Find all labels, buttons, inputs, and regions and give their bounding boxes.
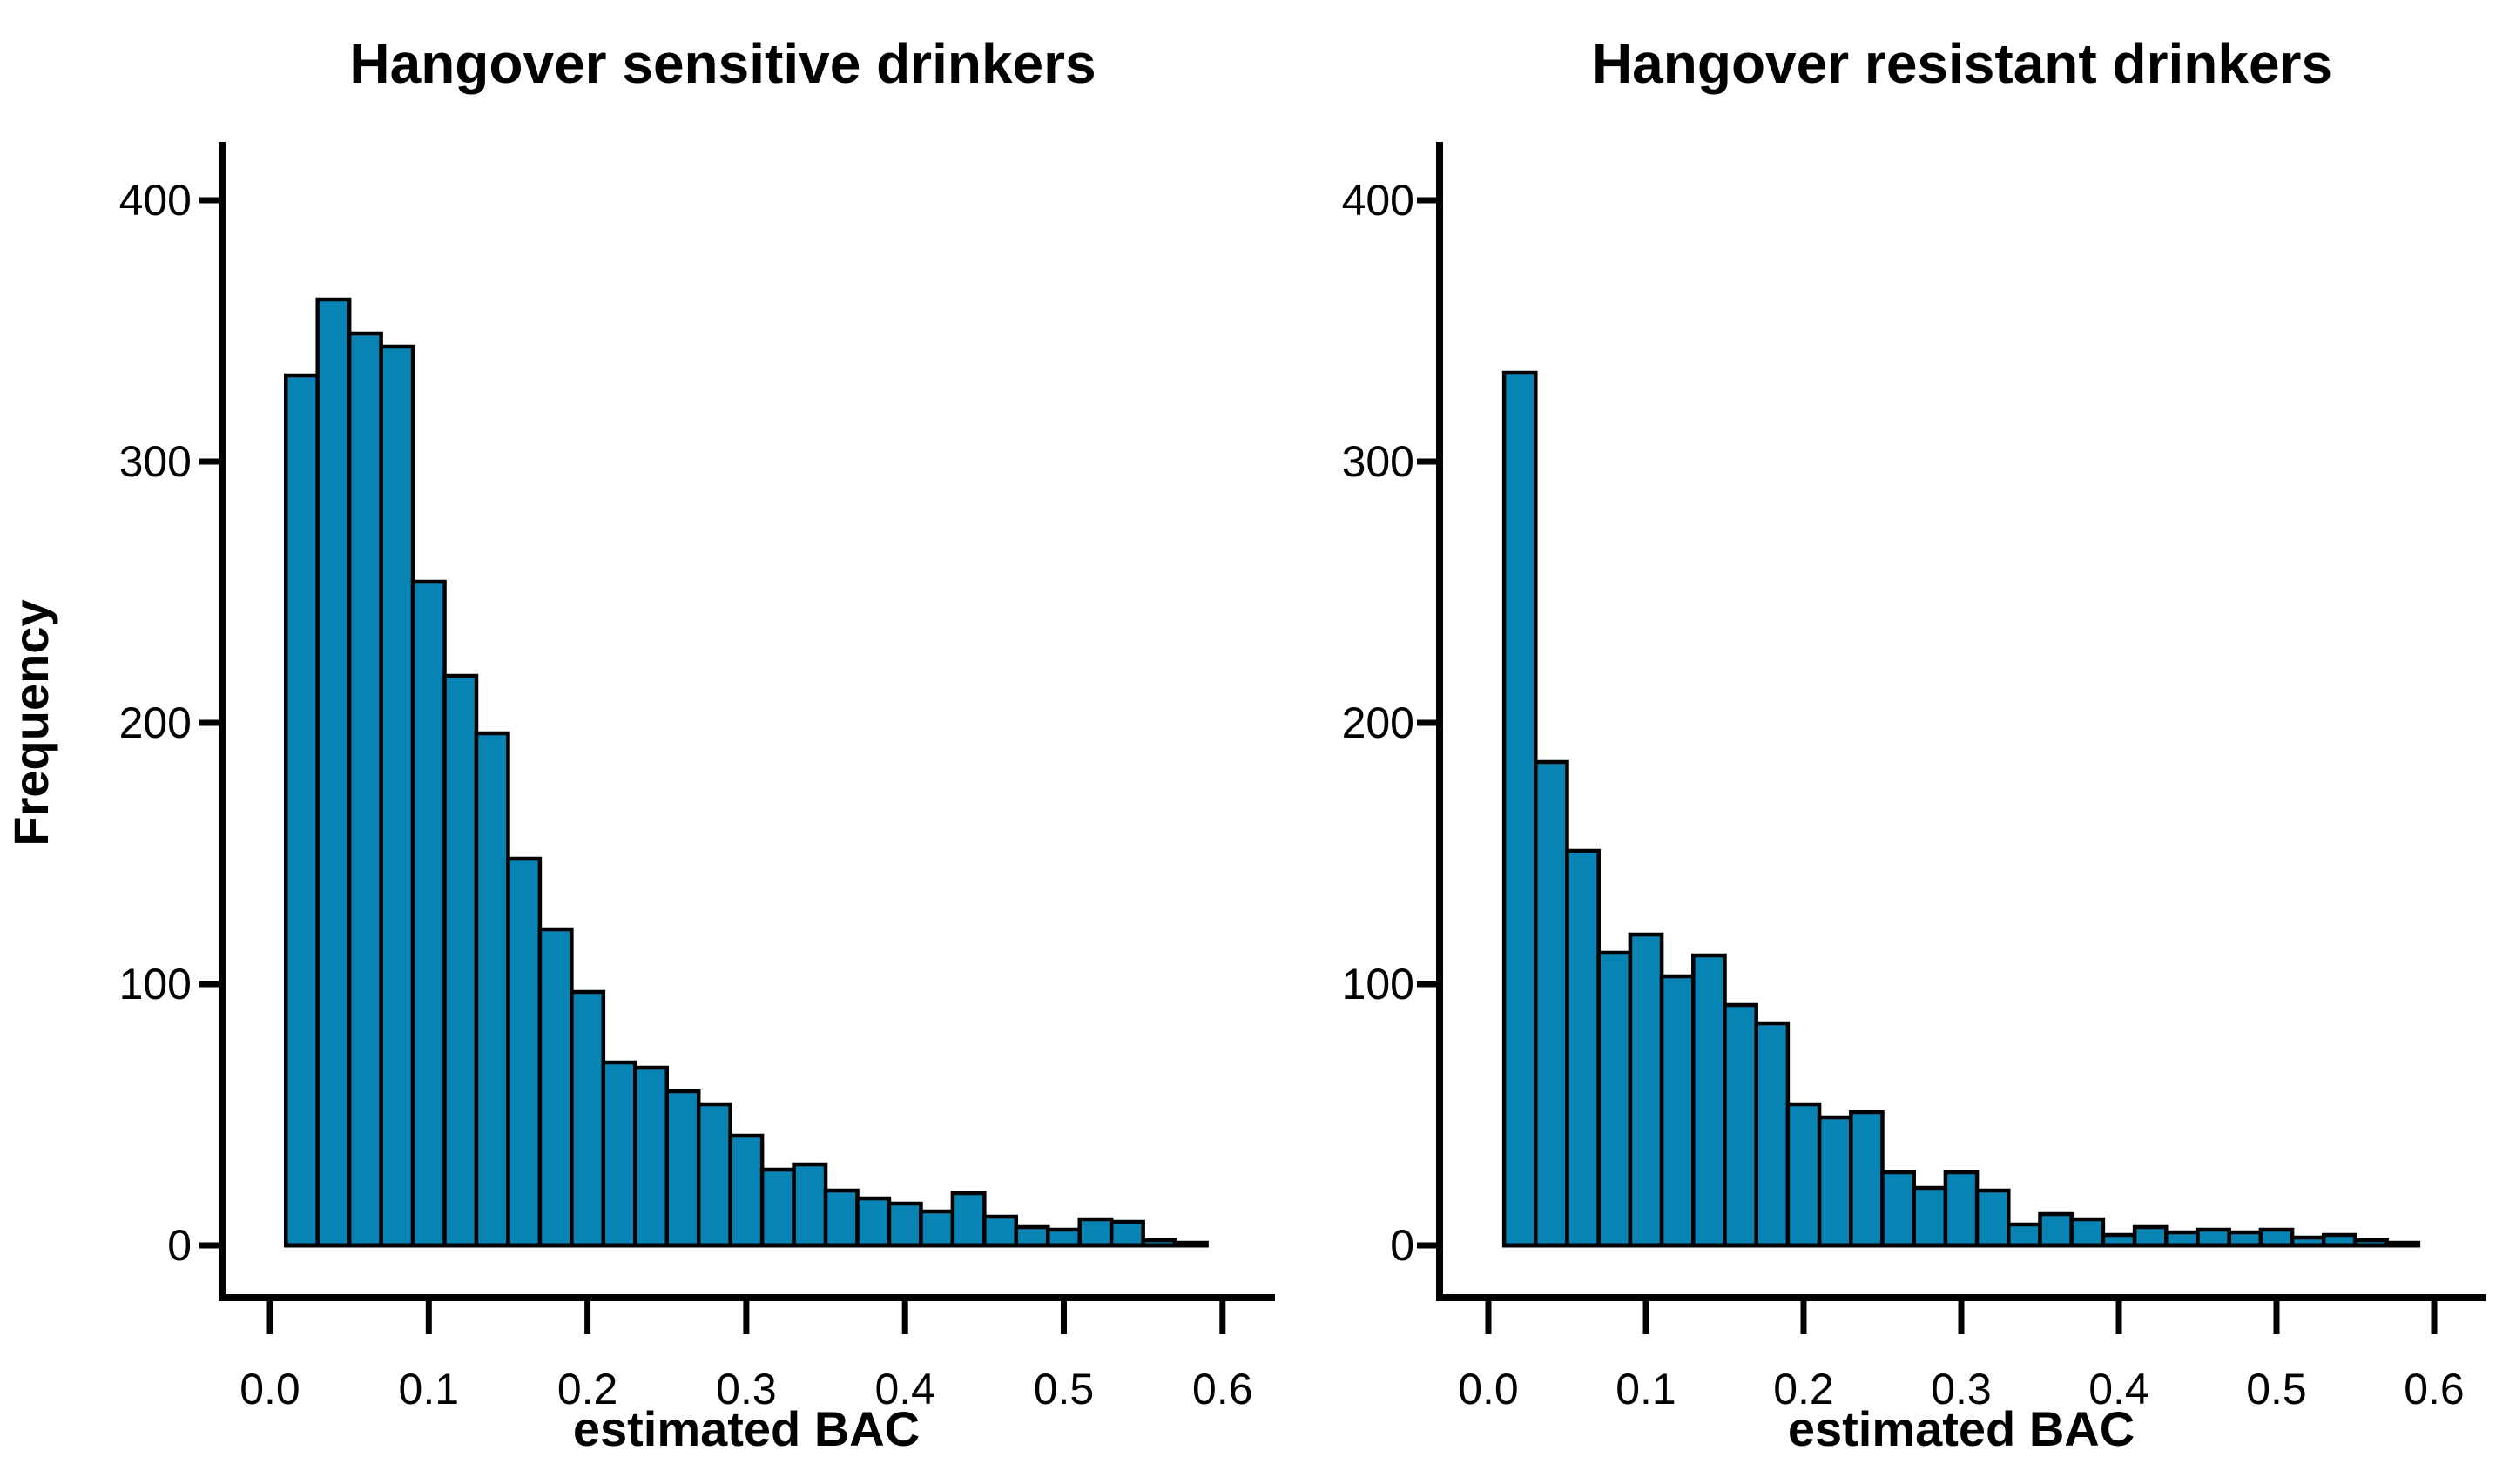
- histogram-bar: [982, 1214, 1019, 1248]
- histogram-bar: [792, 1162, 828, 1248]
- x-tick-label: 0.1: [399, 1365, 460, 1413]
- x-tick-label: 0.5: [1034, 1365, 1095, 1413]
- histogram-bar: [2196, 1227, 2231, 1248]
- right-histogram-plot: 0 100 200 300 400 0.0 0.1 0.2 0.3 0.4 0.5 0.6: [1342, 142, 2486, 1413]
- x-tick-label: 0.6: [1192, 1365, 1253, 1413]
- x-tick-label: 0.3: [1931, 1365, 1992, 1413]
- x-tick-label: 0.2: [557, 1365, 618, 1413]
- histogram-bar: [2258, 1227, 2295, 1248]
- histogram-bar: [1880, 1170, 1916, 1248]
- histogram-bar: [887, 1201, 923, 1248]
- y-tick-label: 200: [1342, 698, 1414, 747]
- histogram-bar: [1912, 1185, 1948, 1248]
- x-tick-label: 0.4: [2088, 1365, 2149, 1413]
- histogram-bar: [1565, 848, 1601, 1248]
- histogram-bar: [410, 579, 447, 1248]
- histogram-bar: [664, 1089, 701, 1248]
- right-x-axis-label: estimated BAC: [1788, 1401, 2135, 1456]
- y-tick-label: 300: [1342, 437, 1414, 486]
- left-chart-title: Hangover sensitive drinkers: [349, 32, 1096, 95]
- histogram-bar: [2132, 1224, 2169, 1248]
- left-histogram-plot: 0 100 200 300 400 0.0 0.1 0.2 0.3 0.4 0.5 0.6: [119, 142, 1275, 1413]
- histogram-bar: [474, 731, 510, 1248]
- x-tick-label: 0.3: [716, 1365, 777, 1413]
- histogram-bar: [283, 373, 320, 1248]
- histogram-bar: [633, 1065, 669, 1248]
- y-tick-label: 0: [1390, 1221, 1414, 1270]
- histogram-bar: [1785, 1102, 1822, 1248]
- histogram-bar: [1109, 1219, 1145, 1248]
- histogram-bar: [601, 1060, 637, 1248]
- y-tick-label: 200: [119, 698, 192, 747]
- histogram-bar: [728, 1133, 765, 1248]
- histogram-bar: [950, 1191, 987, 1248]
- histogram-bar: [759, 1167, 796, 1248]
- x-tick-label: 0.5: [2246, 1365, 2307, 1413]
- left-y-axis-label: Frequency: [3, 599, 58, 846]
- y-tick-label: 0: [167, 1221, 192, 1270]
- x-tick-label: 0.4: [874, 1365, 935, 1413]
- histogram-bar: [2007, 1222, 2042, 1248]
- right-chart-title: Hangover resistant drinkers: [1592, 32, 2332, 95]
- histogram-bar: [570, 989, 606, 1248]
- y-tick-label: 100: [119, 960, 192, 1008]
- left-x-axis-label: estimated BAC: [573, 1401, 920, 1456]
- histogram-bar: [1691, 953, 1727, 1248]
- histogram-bar: [1501, 370, 1538, 1248]
- histogram-bar: [1659, 974, 1696, 1248]
- x-tick-label: 0.1: [1616, 1365, 1676, 1413]
- histogram-bar: [537, 927, 574, 1248]
- histogram-bar: [1077, 1217, 1114, 1248]
- histogram-bar: [855, 1196, 892, 1248]
- histogram-bar: [1974, 1188, 2011, 1248]
- histogram-bar: [1943, 1170, 1980, 1248]
- histogram-bar: [919, 1209, 955, 1248]
- x-tick-label: 0.6: [2404, 1365, 2465, 1413]
- histogram-bar: [1723, 1002, 1758, 1248]
- histogram-bar: [379, 344, 415, 1248]
- histogram-bar: [2038, 1211, 2074, 1248]
- x-tick-label: 0.0: [239, 1365, 300, 1413]
- histogram-bar: [696, 1102, 732, 1248]
- histogram-bar: [1754, 1021, 1791, 1248]
- histogram-bar: [315, 297, 352, 1248]
- histogram-bar: [1628, 932, 1664, 1248]
- histogram-bar: [1849, 1110, 1885, 1248]
- histogram-bar: [1817, 1115, 1853, 1248]
- histogram-bar: [1014, 1224, 1050, 1248]
- histogram-bar: [1046, 1227, 1082, 1248]
- y-tick-label: 400: [119, 176, 192, 225]
- y-tick-label: 400: [1342, 176, 1414, 225]
- histogram-bar: [1596, 950, 1633, 1248]
- histogram-bar: [1534, 759, 1569, 1248]
- histogram-bar: [442, 673, 479, 1248]
- histogram-bar: [347, 331, 383, 1248]
- histogram-bar: [823, 1188, 860, 1248]
- x-tick-label: 0.0: [1458, 1365, 1519, 1413]
- histogram-bar: [506, 856, 543, 1248]
- x-tick-label: 0.2: [1773, 1365, 1834, 1413]
- y-tick-label: 100: [1342, 960, 1414, 1008]
- histogram-bar: [2069, 1217, 2106, 1248]
- y-tick-label: 300: [119, 437, 192, 486]
